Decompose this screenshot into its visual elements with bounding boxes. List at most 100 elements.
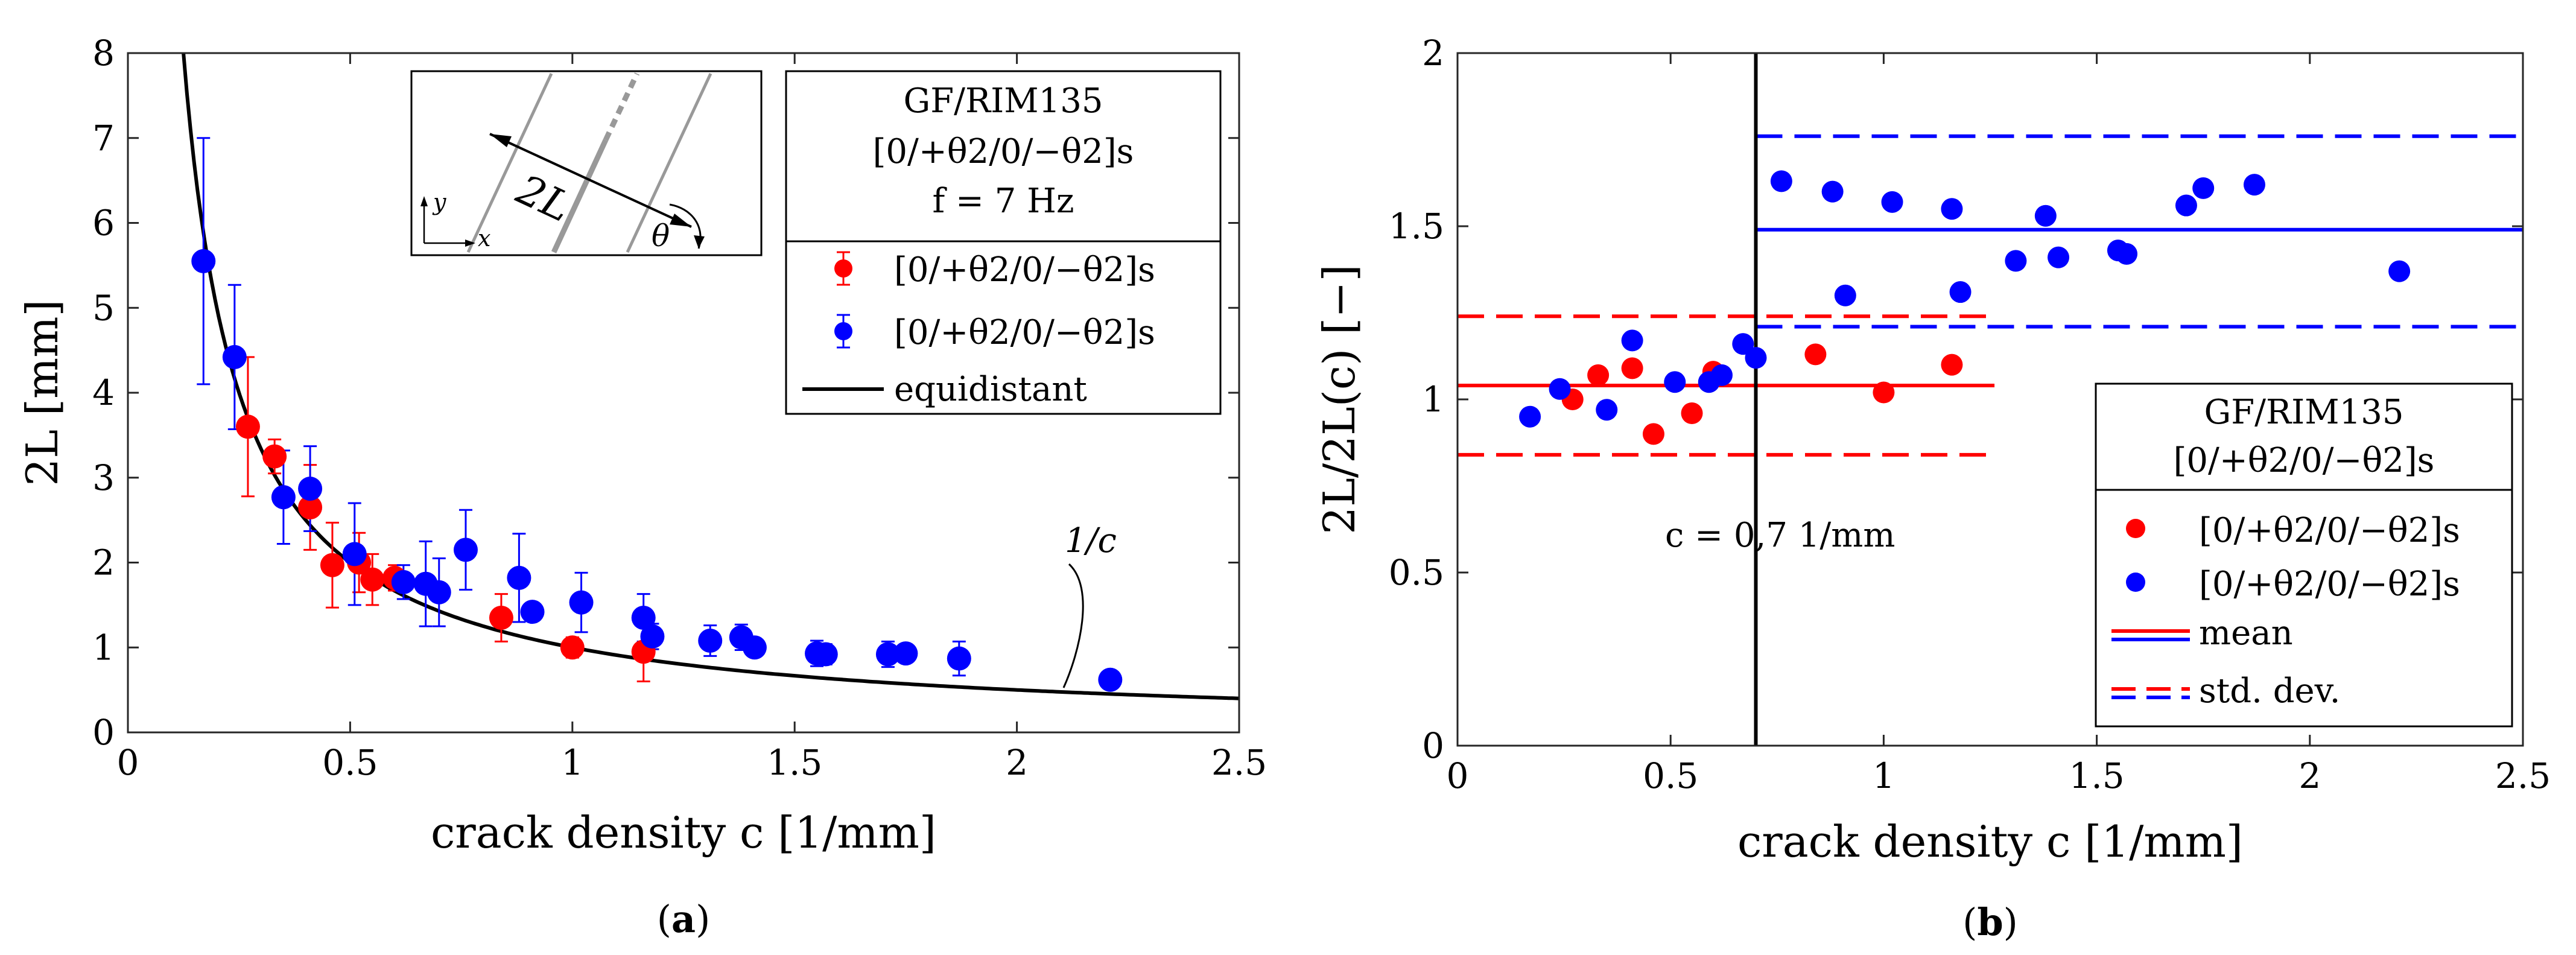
data-point-blue: [2175, 194, 2197, 217]
legend-b-red-marker: [2126, 519, 2145, 538]
data-point-blue: [742, 635, 767, 660]
data-point-blue: [1621, 329, 1643, 352]
data-point-blue: [1732, 333, 1754, 355]
data-point-blue: [1770, 170, 1792, 192]
y-tick-label-a: 3: [92, 457, 115, 498]
data-point-red: [320, 553, 344, 577]
data-point-red: [1587, 364, 1610, 386]
data-point-blue: [2388, 260, 2411, 282]
data-point-blue: [271, 485, 296, 510]
data-point-red: [1642, 423, 1664, 445]
data-point-blue: [947, 646, 971, 671]
data-point-blue: [640, 624, 665, 649]
caption-a: (a): [657, 897, 711, 941]
legend-b-entry-mean: mean: [2199, 614, 2293, 653]
data-point-blue: [1881, 191, 1903, 213]
data-point-red: [1804, 343, 1827, 366]
y-tick-label-b: 0.5: [1389, 552, 1444, 593]
x-tick-label-a: 1.5: [767, 742, 822, 783]
data-point-red: [262, 444, 287, 469]
data-point-blue: [893, 641, 918, 666]
y-axis-label-a: 2L [mm]: [17, 299, 68, 486]
x-axis-label-b: crack density c [1/mm]: [1737, 816, 2243, 867]
y-axis-label-b: 2L/2L(c) [−]: [1314, 264, 1365, 534]
y-tick-label-a: 1: [92, 627, 115, 668]
data-point-blue: [342, 542, 367, 566]
data-point-blue: [2243, 174, 2265, 196]
data-point-blue: [391, 570, 416, 594]
y-tick-label-b: 1.5: [1389, 206, 1444, 247]
legend-a-entry-blue: [0/+θ2/0/−θ2]s: [894, 313, 1155, 352]
data-point-blue: [222, 344, 247, 369]
data-point-blue: [2116, 243, 2138, 265]
y-tick-label-a: 6: [92, 203, 115, 244]
y-tick-label-a: 7: [92, 118, 115, 159]
data-point-blue: [453, 538, 478, 562]
x-tick-label-b: 0: [1447, 755, 1469, 796]
legend-a-entry-equidistant: equidistant: [894, 370, 1087, 409]
x-tick-label-b: 1.5: [2069, 755, 2124, 796]
x-tick-label-b: 0.5: [1643, 755, 1698, 796]
data-point-blue: [507, 565, 531, 590]
x-tick-label-b: 2.5: [2495, 755, 2551, 796]
data-point-red: [560, 635, 585, 660]
data-point-blue: [1941, 198, 1963, 220]
legend-b-entry-red: [0/+θ2/0/−θ2]s: [2199, 511, 2460, 550]
data-point-blue: [520, 600, 545, 624]
inset-theta-label: θ: [652, 218, 670, 253]
y-tick-label-b: 0: [1422, 725, 1444, 766]
divider-label: c = 0,7 1/mm: [1665, 516, 1895, 555]
data-point-blue: [1664, 371, 1686, 393]
data-point-red: [489, 605, 513, 630]
data-point-blue: [2034, 205, 2057, 227]
legend-b-entry-blue: [0/+θ2/0/−θ2]s: [2199, 565, 2460, 604]
y-tick-label-a: 0: [92, 712, 115, 753]
y-tick-label-b: 1: [1422, 379, 1444, 420]
panel-a: 0 0.5 1 1.5 2 2.5 0 1 2 3 4 5 6 7 8 crack density c […: [17, 33, 1267, 941]
inset-y-label: y: [432, 189, 446, 215]
data-point-blue: [298, 477, 323, 501]
legend-b-title-1: GF/RIM135: [2204, 393, 2404, 432]
x-tick-label-a: 1: [561, 742, 583, 783]
data-point-blue: [2192, 177, 2215, 199]
y-tick-label-a: 5: [92, 287, 115, 328]
legend-a: GF/RIM135 [0/+θ2/0/−θ2]s f = 7 Hz [0/+θ2…: [785, 70, 1222, 415]
inset-x-label: x: [478, 225, 490, 252]
x-tick-label-a: 0: [117, 742, 139, 783]
x-tick-label-b: 1: [1873, 755, 1895, 796]
panel-b: 0 0.5 1 1.5 2 2.5 0 0.5 1 1.5 2 crack density c […: [1314, 33, 2551, 944]
y-tick-label-a: 8: [92, 33, 115, 74]
data-point-blue: [698, 628, 723, 653]
data-point-blue: [1549, 378, 1571, 400]
data-point-red: [360, 567, 385, 592]
data-point-blue: [813, 642, 838, 667]
x-tick-label-a: 0.5: [322, 742, 378, 783]
data-point-blue: [631, 605, 656, 630]
data-point-blue: [1710, 364, 1733, 386]
data-point-red: [298, 495, 323, 520]
ply-angle-inset: 2L θ y x: [410, 70, 763, 256]
legend-a-title-2: [0/+θ2/0/−θ2]s: [873, 132, 1134, 171]
legend-b-entry-std: std. dev.: [2199, 671, 2340, 711]
data-point-blue: [1949, 281, 1972, 303]
data-point-blue: [2005, 250, 2027, 272]
x-tick-label-a: 2: [1006, 742, 1028, 783]
x-tick-label-a: 2.5: [1211, 742, 1267, 783]
data-point-blue: [569, 590, 594, 615]
data-point-blue: [1519, 405, 1541, 428]
legend-a-red-marker: [834, 259, 852, 278]
legend-b: GF/RIM135 [0/+θ2/0/−θ2]s [0/+θ2/0/−θ2]s …: [2095, 382, 2513, 728]
legend-a-title-1: GF/RIM135: [904, 81, 1103, 121]
data-point-red: [1681, 402, 1703, 424]
data-point-red: [1621, 357, 1643, 379]
curve-annotation-leader: [1062, 563, 1084, 688]
legend-a-title-3: f = 7 Hz: [932, 182, 1074, 221]
x-tick-label-b: 2: [2298, 755, 2321, 796]
legend-a-entry-red: [0/+θ2/0/−θ2]s: [894, 250, 1155, 290]
data-point-blue: [1821, 180, 1844, 203]
data-point-red: [1941, 354, 1963, 376]
data-point-blue: [1098, 667, 1123, 692]
legend-b-blue-marker: [2126, 573, 2145, 592]
data-point-blue: [427, 580, 451, 604]
